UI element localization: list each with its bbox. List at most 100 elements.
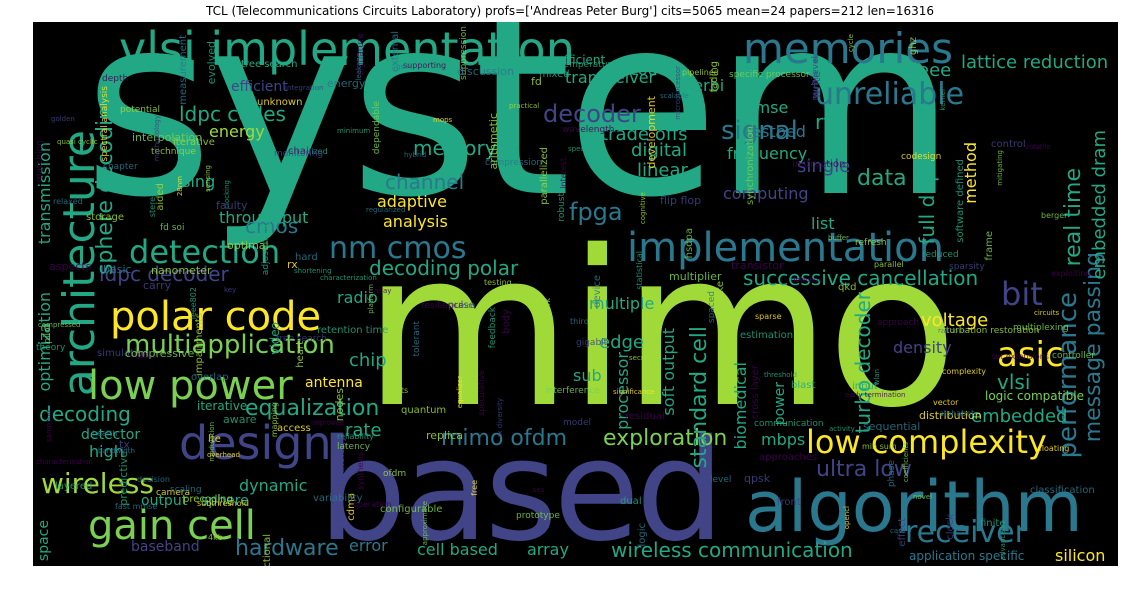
small-word: refresh [855, 238, 887, 248]
word-receiver: receiver [905, 515, 1027, 550]
small-word: threshold [764, 371, 797, 379]
small-word: adjustment [261, 224, 271, 276]
small-word: tx [119, 438, 130, 451]
small-word: subthreshold [197, 499, 249, 508]
small-word: body [501, 309, 512, 334]
small-word: qkd [838, 282, 857, 293]
word-throughput: throughput [219, 208, 309, 227]
small-word: fd [531, 75, 542, 88]
word-message-passing: message passing [1081, 252, 1106, 443]
small-word: ieee802 [189, 287, 198, 320]
small-word: simulation [97, 348, 150, 359]
small-word: codesign [901, 152, 942, 162]
word-embedded-dram: embedded dram [1089, 130, 1110, 280]
word-energy-efficient: energy efficient [511, 53, 606, 67]
small-word: functional [262, 534, 273, 566]
word-wireless-communication: wireless communication [611, 538, 853, 562]
word-adaptive: adaptive [377, 192, 447, 211]
small-word: coefficients [902, 442, 910, 483]
small-word: write [810, 71, 823, 99]
small-word: filter [740, 112, 757, 120]
word-multiple: multiple [589, 294, 655, 313]
small-word: cross layer [750, 365, 761, 420]
small-word: ofdm [383, 469, 407, 479]
small-word: sparse [755, 312, 782, 321]
word-space: space [36, 520, 52, 562]
word-asic: asic [997, 335, 1064, 375]
small-word: faulty [216, 199, 248, 212]
small-word: dual [620, 496, 642, 507]
small-word: equalizer [456, 376, 464, 409]
small-word: instruction [792, 159, 846, 170]
small-word: development [645, 96, 658, 169]
figure-title: TCL (Telecommunications Circuits Laborat… [206, 4, 934, 18]
word-processing: processing [129, 172, 216, 191]
word-silicon: silicon [1055, 546, 1106, 565]
word-mimo-ofdm: mimo ofdm [441, 426, 568, 451]
small-word: robust [557, 193, 567, 222]
small-word: integration [285, 84, 324, 92]
small-word: classification [1030, 485, 1095, 496]
small-word: impairments [194, 313, 205, 377]
small-word: complexity [942, 367, 986, 376]
small-word: min sum [862, 442, 897, 451]
small-word: resilience [421, 301, 464, 311]
small-word: compression [485, 158, 543, 168]
small-word: approach [877, 318, 920, 328]
word-linear: linear [637, 160, 688, 181]
small-word: characterisation [36, 458, 93, 466]
small-word: theory [36, 343, 66, 353]
word-list: list [811, 214, 835, 233]
word-multiapplication: multiapplication [125, 330, 335, 360]
word-mbps: mbps [761, 430, 806, 449]
small-word: circuits [1034, 309, 1060, 317]
small-word: blast [791, 380, 816, 391]
small-word: fast mmse [115, 502, 158, 511]
small-word: kernel [939, 89, 947, 111]
word-chip: chip [349, 350, 387, 371]
small-word: dependable [372, 101, 382, 155]
word-memories: memories [743, 24, 954, 73]
word-low-power: low power [88, 363, 293, 409]
small-word: aware [223, 413, 257, 426]
word-signal: signal [721, 116, 798, 146]
small-word: measurement [178, 35, 189, 105]
word-vlsi-implementation: vlsi implementation [119, 22, 575, 76]
small-word: gigabit [576, 338, 608, 348]
small-word: umts [388, 386, 409, 395]
small-word: compressive [125, 347, 195, 360]
small-word: variability [313, 493, 363, 504]
small-word: predictive [117, 451, 130, 506]
small-word: set extensions [991, 352, 1049, 361]
small-word: quantized [288, 147, 328, 156]
small-word: controller [1052, 351, 1095, 361]
small-word: tolerant [412, 321, 422, 357]
word-detection: detection [129, 233, 281, 271]
small-word: advanced [999, 526, 1007, 561]
small-word: approximate [421, 501, 429, 546]
small-word: residual [625, 411, 665, 422]
small-word: replica [426, 429, 463, 442]
small-word: golden [51, 115, 75, 123]
word-cmos: cmos [245, 214, 299, 238]
small-word: device [592, 275, 603, 308]
word-memory: memory [413, 136, 497, 160]
word-nm-cmos: nm cmos [329, 231, 467, 266]
word-decoder: decoder [543, 100, 641, 128]
small-word: lte [208, 434, 221, 445]
small-word: front [777, 497, 801, 508]
word-low-complexity: low complexity [806, 423, 1047, 461]
small-word: external [390, 31, 401, 73]
small-word: distribution [919, 409, 982, 422]
word-based: based [318, 410, 725, 566]
word-error: error [349, 536, 388, 555]
small-word: flip flop [660, 194, 702, 207]
word-mmse: mmse [739, 98, 789, 117]
small-word: practical [509, 102, 540, 110]
small-word: characterization [320, 274, 377, 282]
small-word: technique [151, 147, 196, 157]
word-cloud: system mimo based algorithm vlsi impleme… [33, 22, 1118, 566]
small-word: cycle [847, 34, 855, 53]
small-word: logic [637, 523, 648, 547]
word-radio: radio [337, 288, 378, 307]
